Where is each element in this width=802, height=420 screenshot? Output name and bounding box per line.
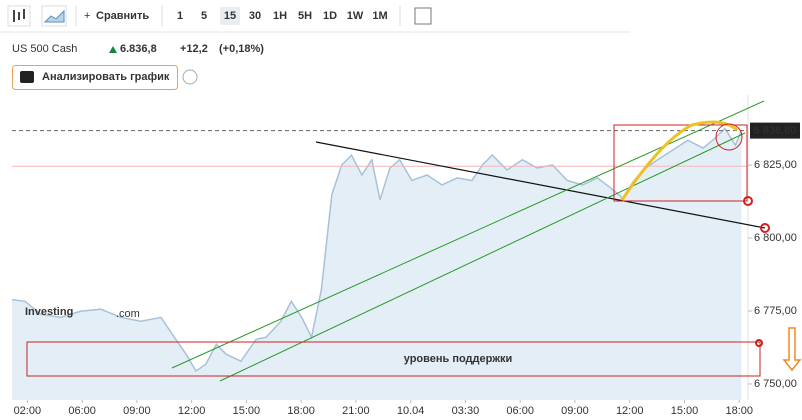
x-tick-label: 12:00 [178, 405, 206, 417]
change-pct: (+0,18%) [219, 43, 264, 55]
ai-icon [20, 71, 34, 83]
x-tick-label: 18:00 [287, 405, 315, 417]
support-label: уровень поддержки [404, 353, 513, 365]
last-price-tag [750, 122, 800, 139]
x-tick-label: 03:30 [452, 405, 480, 417]
interval[interactable]: 1W [347, 10, 364, 22]
interval[interactable]: 30 [249, 10, 261, 22]
x-tick-label: 15:00 [233, 405, 261, 417]
y-tick-label: 6 825,00 [754, 159, 797, 171]
active-interval-bg [220, 7, 240, 25]
area-fill [12, 128, 742, 401]
x-tick-label: 06:00 [68, 405, 96, 417]
interval[interactable]: 1M [372, 10, 387, 22]
up-arrow [109, 46, 117, 53]
x-tick-label: 10.04 [397, 405, 425, 417]
info-icon[interactable] [182, 69, 198, 85]
dot [755, 339, 763, 347]
x-tick-label: 02:00 [14, 405, 42, 417]
trend-line [315, 141, 766, 229]
circle [715, 123, 743, 151]
instrument: US 500 Cash [12, 43, 77, 55]
curve [620, 120, 738, 201]
analyze-button[interactable] [12, 65, 178, 90]
dot [760, 223, 770, 233]
channel-lower [219, 132, 746, 382]
interval[interactable]: 15 [224, 10, 236, 22]
table-icon[interactable] [414, 7, 432, 25]
chart: 6 836,80 6 750,00 6 775,00 6 800,00 6 825,00… [11, 95, 800, 417]
candles-glyph [13, 9, 25, 22]
x-tick-label: 06:00 [506, 405, 534, 417]
interval[interactable]: 5 [201, 10, 207, 22]
interval[interactable]: 1H [273, 10, 287, 22]
x-tick-label: 12:00 [616, 405, 644, 417]
compare-button[interactable]: Сравнить [96, 10, 149, 22]
down-arrow [782, 327, 802, 372]
price: 6.836,8 [120, 43, 157, 55]
change: +12,2 [180, 43, 208, 55]
focus-box [613, 124, 748, 202]
toolbar: + Сравнить 1 5 15 30 1H 5H 1D 1W 1M [0, 5, 630, 33]
support-box [26, 341, 761, 377]
interval[interactable]: 1 [177, 10, 183, 22]
y-tick-label: 6 775,00 [754, 305, 797, 317]
x-tick-label: 15:00 [671, 405, 699, 417]
y-tick-label: 6 750,00 [754, 378, 797, 390]
watermark: Investing [25, 306, 73, 318]
x-tick-label: 09:00 [123, 405, 151, 417]
x-tick-label: 21:00 [342, 405, 370, 417]
y-tick-label: 6 800,00 [754, 232, 797, 244]
dot [743, 196, 753, 206]
x-tick-label: 09:00 [561, 405, 589, 417]
plus: + [84, 10, 90, 22]
x-tick-label: 18:00 [725, 405, 753, 417]
watermark-domain: .com [116, 308, 140, 320]
interval[interactable]: 5H [298, 10, 312, 22]
annotations [26, 100, 802, 382]
interval[interactable]: 1D [323, 10, 337, 22]
last-price-label: 6 836,80 [754, 125, 797, 137]
analyze-label: Анализировать график [42, 71, 170, 83]
intervals: 1 5 15 30 1H 5H 1D 1W 1M [177, 7, 388, 25]
area-glyph [43, 9, 65, 23]
